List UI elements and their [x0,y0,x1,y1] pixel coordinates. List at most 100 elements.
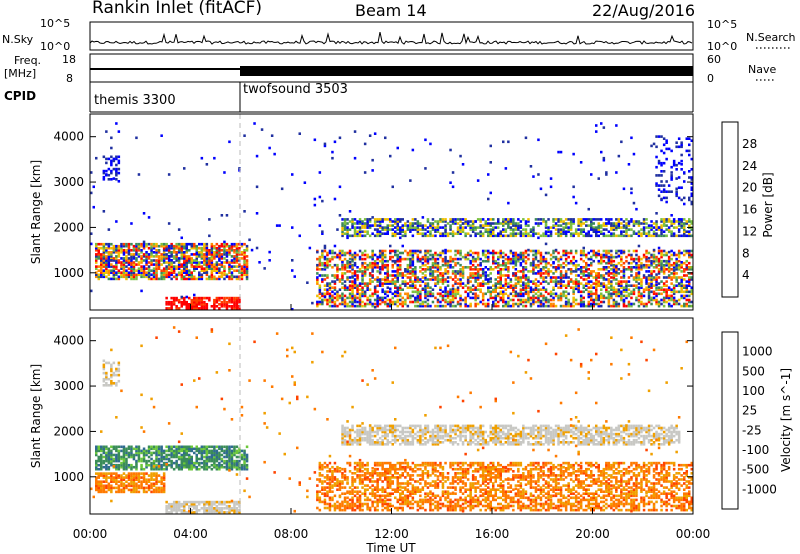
y-tick-label: 1000 [53,266,84,280]
data-cell [672,159,676,163]
data-cell [323,278,327,281]
data-cell [469,288,472,291]
data-cell [564,234,568,238]
data-cell [195,461,198,465]
data-cell [100,449,103,453]
data-cell [431,224,435,227]
data-cell [466,222,470,225]
data-cell [670,222,673,225]
data-cell [90,191,93,195]
data-cell [177,261,181,264]
data-cell [587,295,590,299]
data-cell [451,266,455,269]
data-cell [112,244,116,248]
data-cell [220,303,224,306]
data-cell [346,263,349,267]
data-cell [492,302,495,306]
data-cell [105,267,108,270]
data-cell [590,298,593,302]
data-cell [213,453,216,457]
data-cell [421,261,425,265]
data-cell [627,234,631,238]
data-cell [363,234,367,238]
data-cell [499,280,502,283]
data-cell [132,244,136,248]
data-cell [597,268,600,271]
data-cell [213,277,216,281]
data-cell [381,263,384,267]
data-cell [532,263,535,267]
data-cell [481,226,485,229]
data-cell [165,457,168,461]
data-cell [215,296,219,300]
freq-left-tick-bottom: 8 [66,72,73,85]
data-cell [323,263,327,267]
data-cell [338,257,342,261]
data-cell [424,234,427,238]
data-cell [642,222,646,225]
data-cell [180,269,183,272]
data-cell [532,288,535,291]
data-cell [577,284,580,287]
data-cell [537,296,540,300]
data-cell [627,294,631,298]
data-cell [517,302,520,306]
data-cell [381,298,384,302]
data-cell [451,292,455,296]
data-cell [240,253,244,256]
data-cell [527,257,530,261]
data-cell [434,304,437,308]
data-cell [605,173,608,176]
data-cell [233,307,236,310]
data-cell [479,218,482,221]
data-cell [363,294,367,298]
data-cell [250,248,254,252]
data-cell [331,257,334,261]
data-cell [373,132,377,135]
data-cell [318,274,322,277]
data-cell [333,288,337,291]
data-cell [499,234,502,238]
data-cell [449,148,452,152]
data-cell [135,465,138,469]
data-cell [637,232,641,235]
data-cell [215,269,219,272]
data-cell [215,305,219,308]
data-cell [115,246,118,250]
data-cell [487,197,490,201]
cpid-label: CPID [4,89,36,103]
data-cell [396,253,399,257]
data-cell [416,304,420,308]
data-cell [238,259,241,262]
data-cell [177,467,181,471]
data-cell [441,234,445,238]
data-cell [291,308,294,311]
data-cell [406,224,410,227]
data-cell [333,302,337,306]
data-cell [122,242,126,246]
data-cell [572,195,575,199]
data-cell [363,257,367,261]
data-cell [381,257,384,261]
data-cell [449,228,452,231]
data-cell [411,234,415,238]
data-cell [394,280,397,283]
data-cell [180,465,183,469]
data-cell [384,302,387,306]
data-cell [376,220,379,223]
data-cell [431,274,435,277]
data-cell [552,298,555,302]
data-cell [210,269,214,272]
data-cell [122,451,126,455]
data-cell [117,161,121,165]
data-cell [102,273,106,277]
data-cell [688,255,691,259]
data-cell [499,284,502,287]
data-cell [105,453,108,457]
data-cell [590,284,593,287]
data-cell [444,232,447,235]
data-cell [125,242,128,246]
data-cell [610,288,613,291]
data-cell [492,290,495,294]
data-cell [461,298,465,302]
